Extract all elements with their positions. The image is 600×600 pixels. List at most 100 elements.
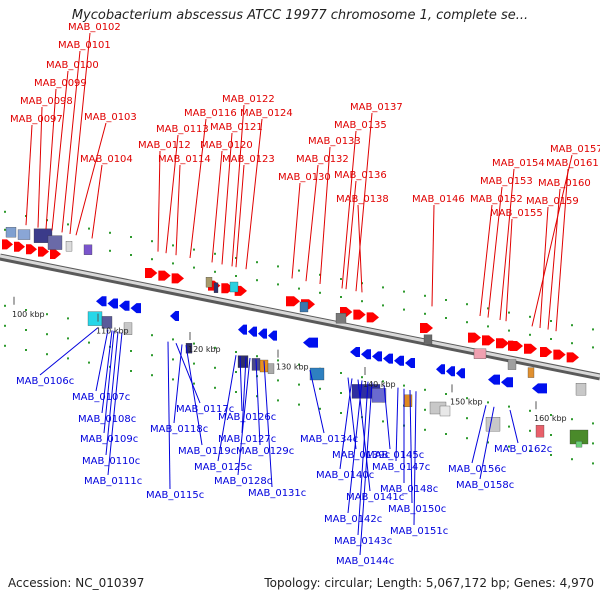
- track-dot: [109, 231, 111, 234]
- reverse-gene-arrow: [107, 298, 118, 309]
- track-dot: [193, 248, 195, 251]
- track-dot: [172, 338, 174, 341]
- reverse-gene-label: MAB_0148c: [380, 484, 438, 495]
- forward-gene-label: MAB_0113: [156, 124, 209, 135]
- reverse-gene-arrow: [258, 328, 267, 339]
- reverse-label-leader: [347, 377, 357, 450]
- track-dot: [277, 399, 279, 402]
- reverse-gene-arrow: [446, 366, 455, 377]
- track-dot: [172, 262, 174, 265]
- track-dot: [550, 338, 552, 340]
- reverse-gene-label: MAB_0115c: [146, 490, 204, 501]
- forward-gene-label: MAB_0154: [492, 158, 545, 169]
- reverse-gene-arrow: [372, 351, 382, 362]
- track-dot: [571, 418, 573, 421]
- track-dot: [424, 294, 426, 297]
- forward-label-leader: [25, 124, 33, 226]
- track-dot: [25, 349, 27, 351]
- reverse-gene-label: MAB_0139c: [332, 450, 390, 461]
- reverse-gene-label: MAB_0142c: [324, 514, 382, 525]
- accession-label: Accession: NC_010397: [8, 576, 145, 590]
- track-dot: [277, 265, 279, 268]
- reverse-gene-label: MAB_0117c: [176, 404, 234, 415]
- forward-gene-label: MAB_0137: [350, 102, 403, 113]
- forward-gene-arrow: [540, 347, 553, 357]
- reverse-gene-label: MAB_0141c: [346, 492, 404, 503]
- track-dot: [319, 407, 321, 410]
- track-dot: [529, 315, 531, 318]
- reverse-label-leader: [383, 384, 391, 450]
- reverse-gene-label: MAB_0140c: [316, 470, 374, 481]
- reverse-gene-arrow: [501, 377, 513, 388]
- forward-label-leader: [37, 106, 43, 228]
- gene-feature-block: [65, 241, 73, 252]
- forward-label-leader: [291, 182, 301, 279]
- gene-feature-block: [473, 348, 487, 359]
- gene-feature-block: [371, 388, 387, 403]
- track-dot: [256, 279, 258, 282]
- forward-label-leader: [189, 118, 207, 259]
- forward-gene-label: MAB_0104: [80, 154, 133, 165]
- forward-gene-arrow: [508, 340, 519, 351]
- track-dot: [592, 328, 594, 331]
- gene-feature-block: [299, 301, 309, 313]
- track-dot: [382, 420, 384, 423]
- gene-feature-block: [213, 282, 219, 293]
- reverse-gene-label: MAB_0131c: [248, 488, 306, 499]
- forward-label-leader: [319, 146, 331, 285]
- forward-label-leader: [345, 180, 357, 290]
- forward-gene-label: MAB_0160: [538, 178, 591, 189]
- forward-label-leader: [505, 218, 513, 322]
- track-dot: [193, 342, 195, 345]
- track-dot: [235, 371, 237, 373]
- forward-label-leader: [355, 112, 373, 292]
- track-dot: [4, 324, 6, 327]
- reverse-label-leader: [339, 378, 353, 470]
- forward-gene-label: MAB_0116: [184, 108, 237, 119]
- track-dot: [25, 329, 27, 331]
- track-dot: [298, 363, 300, 366]
- forward-gene-label: MAB_0132: [296, 154, 349, 165]
- forward-gene-label: MAB_0123: [222, 154, 275, 165]
- forward-gene-arrow: [38, 246, 49, 257]
- forward-label-leader: [51, 70, 69, 231]
- track-dot: [550, 454, 552, 456]
- track-dot: [151, 374, 153, 377]
- track-dot: [592, 422, 594, 425]
- reverse-gene-arrow: [303, 337, 318, 348]
- track-dot: [4, 344, 6, 347]
- reverse-label-leader: [409, 389, 413, 504]
- forward-label-leader: [157, 150, 161, 252]
- forward-label-leader: [245, 118, 263, 270]
- track-dot: [571, 458, 573, 461]
- forward-gene-label: MAB_0146: [412, 194, 465, 205]
- track-dot: [235, 351, 237, 353]
- reverse-label-leader: [167, 341, 171, 490]
- forward-gene-arrow: [50, 249, 61, 259]
- track-dot: [319, 291, 321, 294]
- reverse-gene-arrow: [436, 364, 445, 375]
- axis-tick-label: 130 kbp: [276, 363, 309, 372]
- track-dot: [466, 321, 468, 324]
- reverse-gene-label: MAB_0128c: [214, 476, 272, 487]
- track-dot: [214, 346, 216, 349]
- reverse-gene-arrow: [119, 300, 130, 311]
- gene-feature-block: [17, 229, 31, 240]
- reverse-gene-arrow: [170, 311, 179, 321]
- reverse-gene-label: MAB_0109c: [80, 434, 138, 445]
- gene-feature-block: [87, 311, 103, 326]
- track-dot: [487, 401, 489, 404]
- reverse-label-leader: [217, 355, 237, 462]
- track-dot: [172, 244, 174, 247]
- track-dot: [256, 395, 258, 398]
- gene-feature-block: [527, 367, 535, 378]
- track-dot: [508, 405, 510, 408]
- track-dot: [298, 383, 300, 386]
- reverse-gene-label: MAB_0127c: [218, 434, 276, 445]
- forward-gene-label: MAB_0102: [68, 22, 121, 33]
- axis-tick-label: 140 kbp: [363, 380, 396, 389]
- track-dot: [361, 300, 363, 303]
- track-dot: [4, 228, 6, 231]
- forward-gene-label: MAB_0101: [58, 40, 111, 51]
